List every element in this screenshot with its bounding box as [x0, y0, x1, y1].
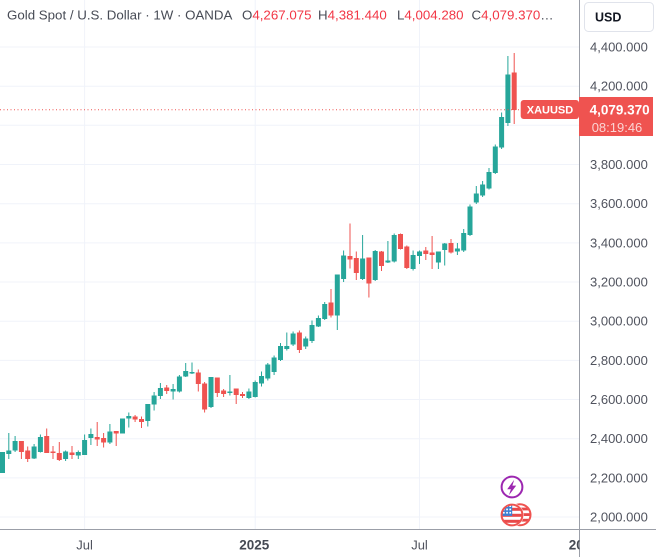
svg-text:3,800.000: 3,800.000 [590, 157, 648, 172]
svg-text:3,000.000: 3,000.000 [590, 314, 648, 329]
svg-text:2025: 2025 [239, 537, 270, 552]
svg-text:2,800.000: 2,800.000 [590, 353, 648, 368]
svg-text:USD: USD [595, 11, 621, 25]
svg-text:3,400.000: 3,400.000 [590, 235, 648, 250]
svg-text:2,000.000: 2,000.000 [590, 510, 648, 525]
svg-text:4,400.000: 4,400.000 [590, 40, 648, 55]
svg-text:O4,267.075: O4,267.075 [242, 8, 312, 23]
svg-text:2,600.000: 2,600.000 [590, 392, 648, 407]
svg-text:4,200.000: 4,200.000 [590, 79, 648, 94]
svg-text:L4,004.280: L4,004.280 [397, 8, 464, 23]
svg-text:Jul: Jul [411, 537, 428, 552]
svg-text:C4,079.370…: C4,079.370… [472, 8, 554, 23]
svg-text:XAUUSD: XAUUSD [527, 104, 574, 116]
svg-text:H4,381.440: H4,381.440 [318, 8, 387, 23]
svg-text:08:19:46: 08:19:46 [592, 120, 643, 135]
svg-text:3,600.000: 3,600.000 [590, 196, 648, 211]
svg-text:Jul: Jul [76, 537, 93, 552]
svg-text:2,200.000: 2,200.000 [590, 470, 648, 485]
svg-text:4,079.370: 4,079.370 [590, 103, 650, 118]
svg-text:2,400.000: 2,400.000 [590, 431, 648, 446]
svg-text:2026: 2026 [569, 537, 600, 552]
svg-text:Gold Spot / U.S. Dollar · 1W ·: Gold Spot / U.S. Dollar · 1W · OANDA [7, 8, 232, 23]
svg-text:3,200.000: 3,200.000 [590, 275, 648, 290]
